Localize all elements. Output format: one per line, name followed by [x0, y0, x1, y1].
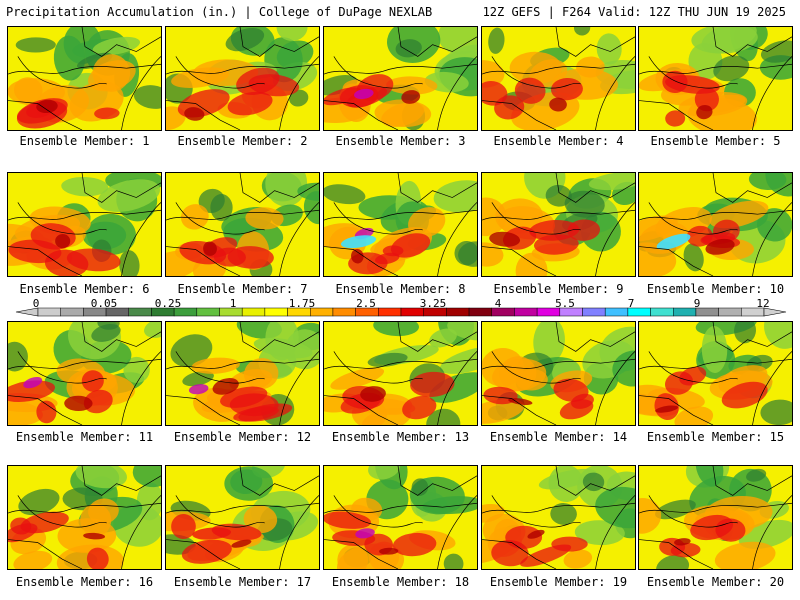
ensemble-member-map [481, 465, 636, 570]
ensemble-member-map [165, 26, 320, 131]
ensemble-member-label: Ensemble Member: 16 [15, 575, 154, 589]
ensemble-member-label: Ensemble Member: 2 [177, 134, 308, 148]
colorbar-swatch [446, 307, 470, 317]
colorbar-tick-label: 2.5 [356, 297, 376, 310]
ensemble-member-map [7, 26, 162, 131]
colorbar-tick-label: 0.05 [90, 297, 118, 310]
colorbar-tick-label: 9 [693, 297, 701, 310]
colorbar-swatch [241, 307, 266, 317]
colorbar-swatch [378, 307, 402, 317]
ensemble-member-label: Ensemble Member: 19 [489, 575, 628, 589]
ensemble-member-label: Ensemble Member: 12 [173, 430, 312, 444]
colorbar-swatch [582, 307, 606, 317]
ensemble-member-map [481, 321, 636, 426]
ensemble-member-label: Ensemble Member: 20 [646, 575, 785, 589]
colorbar-tick-label: 3.25 [419, 297, 447, 310]
ensemble-member-map [165, 172, 320, 277]
ensemble-member-label: Ensemble Member: 5 [650, 134, 781, 148]
ensemble-member-label: Ensemble Member: 10 [646, 282, 785, 296]
ensemble-member-label: Ensemble Member: 7 [177, 282, 308, 296]
colorbar-swatch [196, 307, 220, 317]
ensemble-member-map [165, 465, 320, 570]
colorbar-swatch [604, 307, 629, 317]
ensemble-member-map [323, 321, 478, 426]
map-title: Precipitation Accumulation (in.) | Colle… [6, 5, 433, 19]
ensemble-member-map [7, 172, 162, 277]
colorbar-swatch [128, 307, 152, 317]
ensemble-member-label: Ensemble Member: 4 [493, 134, 624, 148]
colorbar-tick-label: 0.25 [154, 297, 182, 310]
ensemble-member-label: Ensemble Member: 17 [173, 575, 312, 589]
colorbar-max-arrow [763, 307, 787, 317]
ensemble-member-map [481, 26, 636, 131]
colorbar-swatch [264, 307, 288, 317]
ensemble-member-map [7, 321, 162, 426]
colorbar-tick-label: 1.75 [288, 297, 316, 310]
colorbar-swatch [60, 307, 84, 317]
colorbar-tick-label: 7 [627, 297, 635, 310]
ensemble-member-map [638, 26, 793, 131]
ensemble-member-map [638, 172, 793, 277]
ensemble-member-map [7, 465, 162, 570]
colorbar-swatch [650, 307, 674, 317]
ensemble-member-map [323, 172, 478, 277]
ensemble-member-map [638, 465, 793, 570]
ensemble-member-label: Ensemble Member: 18 [331, 575, 470, 589]
ensemble-member-map [481, 172, 636, 277]
model-run-info: 12Z GEFS | F264 Valid: 12Z THU JUN 19 20… [482, 5, 786, 19]
ensemble-member-label: Ensemble Member: 9 [493, 282, 624, 296]
ensemble-member-map [165, 321, 320, 426]
colorbar-tick-label: 1 [229, 297, 237, 310]
ensemble-member-map [638, 321, 793, 426]
ensemble-member-label: Ensemble Member: 6 [19, 282, 150, 296]
colorbar-swatch [673, 307, 697, 317]
colorbar-tick-label: 0 [32, 297, 40, 310]
colorbar-tick-label: 12 [756, 297, 770, 310]
ensemble-member-label: Ensemble Member: 1 [19, 134, 150, 148]
colorbar-tick-label: 4 [494, 297, 502, 310]
ensemble-member-label: Ensemble Member: 14 [489, 430, 628, 444]
colorbar-tick-label: 5.5 [555, 297, 575, 310]
colorbar-swatch [718, 307, 742, 317]
ensemble-member-map [323, 465, 478, 570]
ensemble-member-label: Ensemble Member: 3 [335, 134, 466, 148]
colorbar-swatch [514, 307, 538, 317]
precipitation-colorbar [15, 307, 787, 317]
colorbar-swatch [37, 307, 61, 317]
colorbar-swatch [332, 307, 356, 317]
ensemble-member-label: Ensemble Member: 15 [646, 430, 785, 444]
colorbar-swatch [468, 307, 492, 317]
ensemble-member-map [323, 26, 478, 131]
ensemble-member-label: Ensemble Member: 8 [335, 282, 466, 296]
ensemble-member-label: Ensemble Member: 11 [15, 430, 154, 444]
ensemble-member-label: Ensemble Member: 13 [331, 430, 470, 444]
